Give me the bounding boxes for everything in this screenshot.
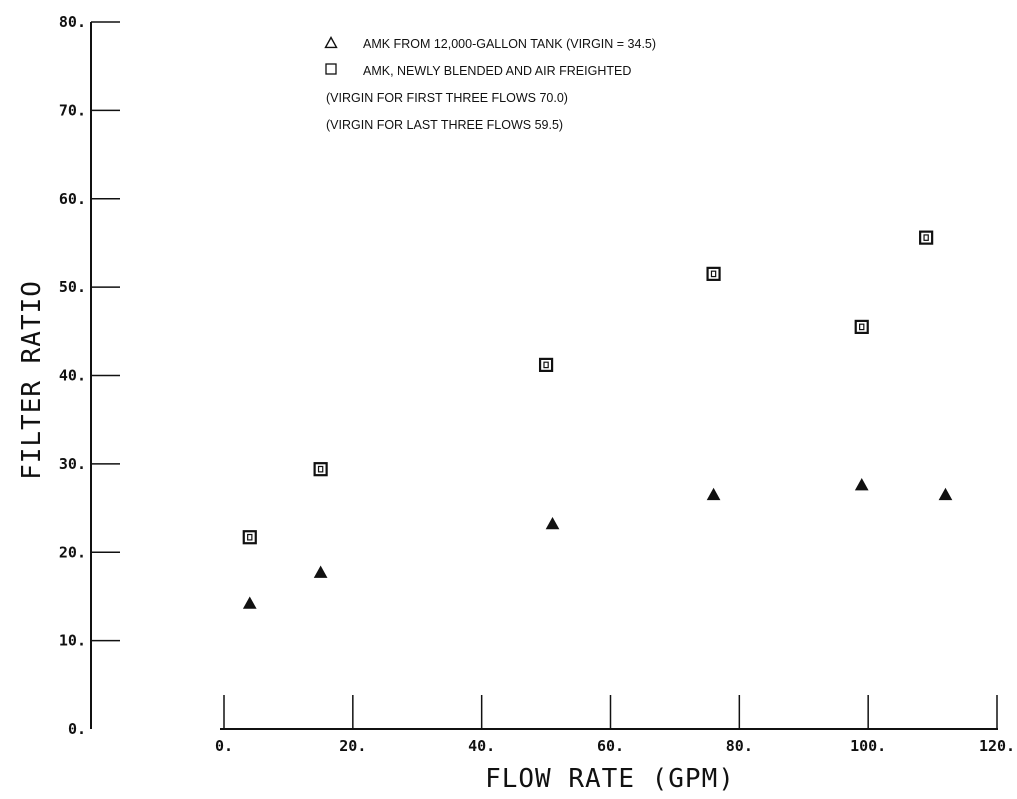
data-point-square bbox=[538, 357, 554, 372]
legend-note-last: (VIRGIN FOR LAST THREE FLOWS 59.5) bbox=[326, 118, 563, 132]
y-tick-label: 80. bbox=[59, 13, 86, 31]
y-tick-label: 30. bbox=[59, 455, 86, 473]
data-point-square bbox=[313, 462, 328, 477]
y-tick-label: 20. bbox=[59, 543, 86, 561]
x-axis-title: FLOW RATE (GPM) bbox=[485, 764, 735, 794]
legend-marker-triangle bbox=[324, 36, 338, 49]
legend-note-first: (VIRGIN FOR FIRST THREE FLOWS 70.0) bbox=[326, 91, 568, 105]
data-point-square bbox=[919, 230, 934, 245]
x-tick-label: 80. bbox=[726, 737, 753, 755]
x-tick-label: 40. bbox=[468, 737, 495, 755]
legend-marker-square bbox=[325, 63, 337, 75]
data-points bbox=[242, 230, 953, 609]
x-tick-label: 60. bbox=[597, 737, 624, 755]
y-tick-label: 10. bbox=[59, 632, 86, 650]
x-tick-label: 0. bbox=[215, 737, 233, 755]
data-point-square bbox=[706, 266, 721, 281]
legend: AMK FROM 12,000-GALLON TANK (VIRGIN = 34… bbox=[324, 36, 656, 132]
data-point-triangle bbox=[313, 565, 328, 578]
y-tick-label: 50. bbox=[59, 278, 86, 296]
data-point-square bbox=[854, 319, 869, 334]
y-tick-label: 0. bbox=[68, 720, 86, 738]
data-point-square bbox=[242, 530, 257, 545]
y-tick-label: 40. bbox=[59, 367, 86, 385]
data-point-triangle bbox=[706, 487, 721, 501]
x-tick-label: 120. bbox=[979, 737, 1015, 755]
legend-label-square: AMK, NEWLY BLENDED AND AIR FREIGHTED bbox=[363, 64, 631, 78]
y-axis-title: FILTER RATIO bbox=[17, 280, 47, 480]
data-point-triangle bbox=[938, 487, 953, 501]
legend-label-triangle: AMK FROM 12,000-GALLON TANK (VIRGIN = 34… bbox=[363, 37, 656, 51]
data-point-triangle bbox=[242, 596, 257, 609]
x-tick-label: 100. bbox=[850, 737, 886, 755]
x-axis: 0. 20. 40. 60. 80. 100. 120. bbox=[215, 695, 1015, 755]
data-point-triangle bbox=[545, 516, 560, 530]
y-tick-label: 70. bbox=[59, 101, 86, 119]
data-point-triangle bbox=[854, 478, 869, 491]
y-axis: 0. 10. 20. 30. 40. 50. 60. 70. 80. bbox=[59, 13, 120, 738]
y-tick-label: 60. bbox=[59, 190, 86, 208]
x-tick-label: 20. bbox=[339, 737, 366, 755]
